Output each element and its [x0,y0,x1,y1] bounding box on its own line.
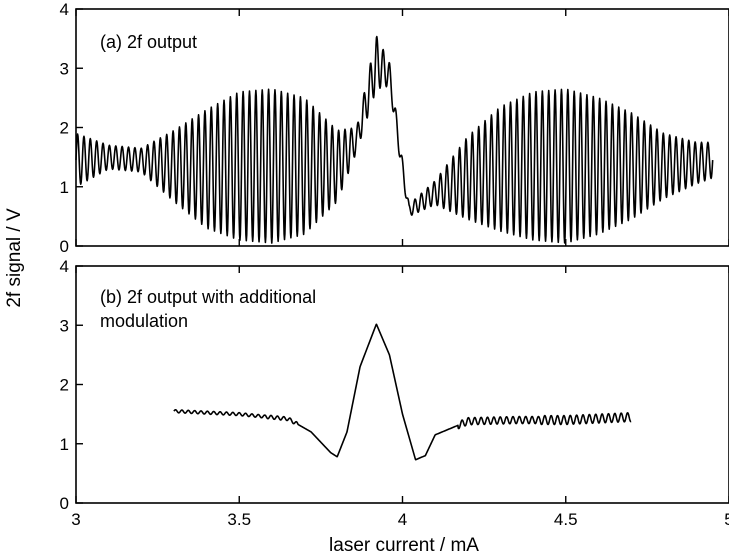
y-axis-label: 2f signal / V [4,208,25,308]
y-tick-label-a-0: 0 [60,237,69,256]
series-line-a [75,35,714,244]
x-tick-label-3.5: 3.5 [227,510,251,529]
y-tick-label-a-1: 1 [60,178,69,197]
x-tick-label-5: 5 [724,510,729,529]
y-tick-label-b-0: 0 [60,494,69,513]
y-tick-label-a-4: 4 [60,0,69,19]
annotation-b-line-2: modulation [100,311,188,331]
x-axis-label: laser current / mA [329,535,479,554]
y-tick-label-b-2: 2 [60,376,69,395]
y-tick-label-b-4: 4 [60,257,69,276]
x-tick-label-4.5: 4.5 [554,510,578,529]
y-tick-label-b-3: 3 [60,316,69,335]
y-tick-label-a-3: 3 [60,59,69,78]
panel-a: 0 1 2 3 4 (a) 2f output [60,0,729,256]
series-line-b [173,323,632,461]
annotation-b-line-1: (b) 2f output with additional [100,287,316,307]
x-tick-label-4: 4 [398,510,407,529]
annotation-a: (a) 2f output [100,32,197,52]
x-tick-label-3: 3 [71,510,80,529]
y-tick-label-a-2: 2 [60,119,69,138]
panel-b: 0 1 2 3 4 3 3.5 4 4.5 5 (b) 2f output with additio… [60,257,729,529]
y-tick-label-b-1: 1 [60,435,69,454]
